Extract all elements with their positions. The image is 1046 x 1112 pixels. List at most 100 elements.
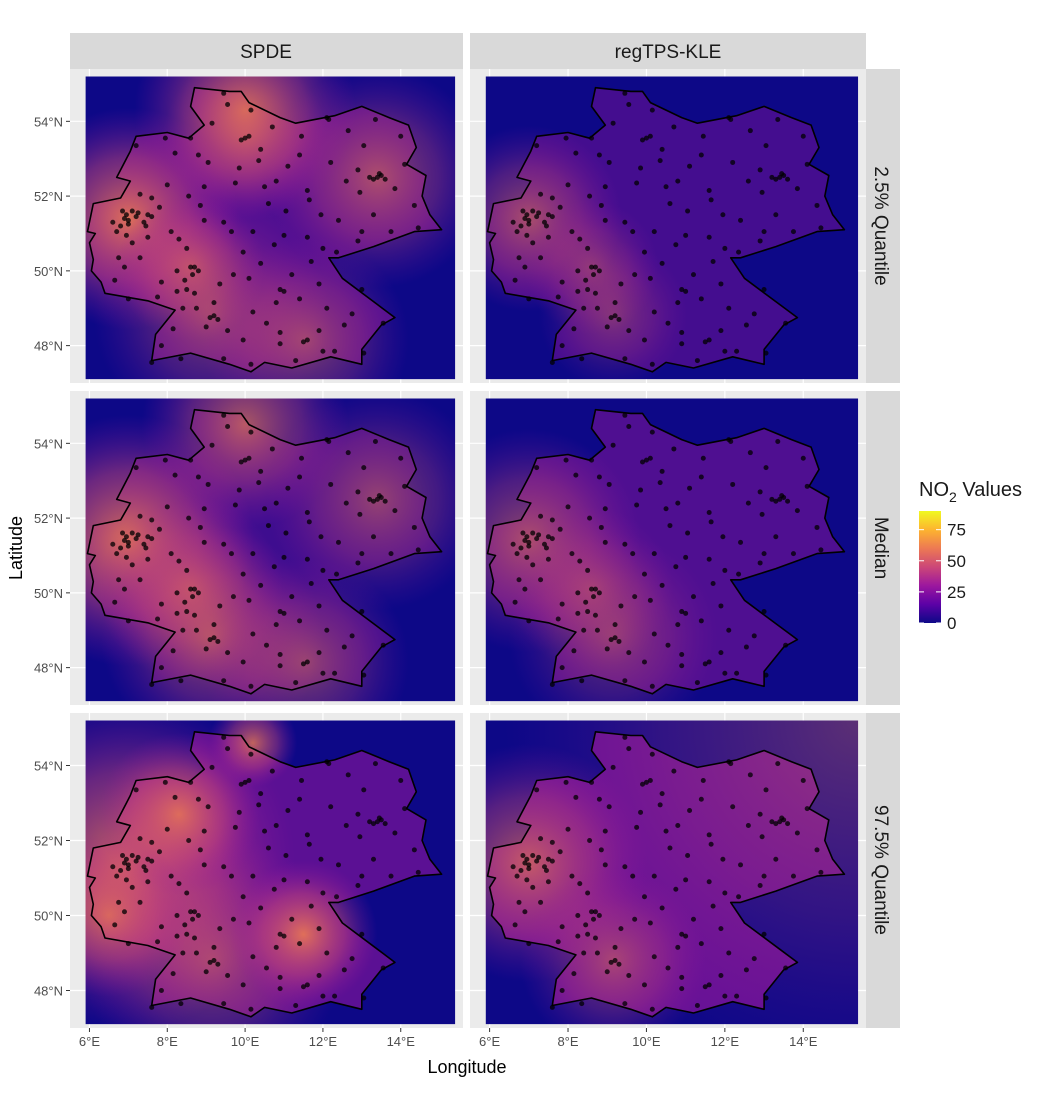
station-point [685,853,691,858]
station-point [804,483,810,489]
station-point [612,635,618,641]
station-point [559,601,565,607]
station-point [747,128,753,134]
station-point [516,899,522,905]
station-point [596,913,602,918]
station-point [622,734,628,740]
station-point [221,678,227,684]
legend-break-label: 0 [947,614,956,633]
station-point [135,532,141,538]
station-point [411,847,417,853]
station-point [804,161,810,167]
station-point [665,642,671,648]
strip-row-median [866,391,900,705]
station-point [258,146,264,152]
station-point [156,526,162,532]
station-point [577,881,583,887]
station-point [232,824,238,830]
station-point [736,571,742,577]
station-point [281,232,287,238]
station-point [745,500,751,506]
station-point [608,315,614,321]
y-axis-ticks: 48°N 50°N 52°N 54°N 48°N 50°N 52°N 54°N 48°N 50°N… [34,114,70,999]
station-point [300,661,306,667]
station-point [643,779,649,785]
station-point [236,809,242,815]
station-point [228,229,234,235]
station-point [651,309,657,315]
station-point [640,781,646,787]
station-point [575,610,581,616]
station-point [203,969,209,975]
station-point [320,993,326,999]
station-point [334,249,340,255]
row-strips: 2.5% Quantile Median 97.5% Quantile [866,69,900,1028]
station-point [690,916,696,922]
station-point [685,208,691,214]
station-point [242,135,248,141]
station-point [675,178,681,184]
station-point [174,913,180,918]
station-point [604,324,610,330]
station-point [734,348,740,354]
station-point [190,594,196,600]
station-point [626,328,632,334]
station-point [679,341,685,347]
station-point [304,879,310,885]
station-point [522,264,528,270]
x-tick-label: 8°E [557,1034,578,1049]
station-point [299,455,305,461]
station-point [277,341,283,347]
station-point [182,277,188,283]
station-point [626,424,632,430]
station-point [137,255,143,261]
station-point [518,545,524,551]
station-point [738,862,744,868]
station-point [240,571,246,577]
station-point [649,751,655,757]
station-point [610,120,616,126]
station-point [359,873,365,879]
facet-panel-regtps-median [470,391,866,705]
station-point [516,255,522,261]
station-point [114,873,120,879]
station-point [671,446,677,452]
station-point [129,530,135,536]
station-point [145,856,151,862]
station-point [526,941,532,947]
station-point [380,320,386,326]
station-point [722,567,728,573]
station-point [557,204,563,210]
station-point [170,648,176,654]
station-point [700,778,706,783]
facet-panel-regtps-lower [470,69,866,383]
station-point [402,806,408,812]
station-point [149,858,155,864]
station-point [643,457,649,463]
station-point [273,823,279,828]
station-point [589,264,595,270]
station-point [579,678,585,684]
station-point [129,240,135,246]
station-point [720,212,726,218]
y-tick-label: 52°N [34,511,63,526]
x-tick-label: 14°E [387,1034,416,1049]
station-point [123,856,129,862]
station-point [679,931,685,937]
station-point [673,886,679,892]
station-point [164,182,170,188]
station-point [256,802,262,808]
station-point [221,90,227,96]
station-point [679,974,685,980]
station-point [602,862,608,868]
station-point [250,309,256,315]
station-point [573,472,579,478]
station-point [589,586,595,592]
station-point [304,659,310,665]
station-point [524,212,530,218]
station-point [334,571,340,577]
station-point [710,903,716,909]
station-point [120,853,126,858]
station-point [158,343,164,349]
station-point [530,884,536,890]
